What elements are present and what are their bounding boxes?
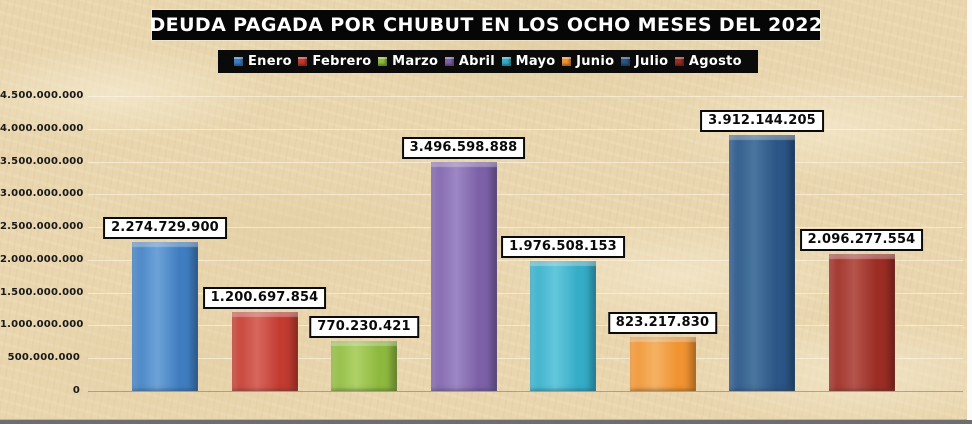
legend-item-julio: Julio — [620, 54, 669, 69]
legend-label: Febrero — [312, 54, 372, 69]
bar-value-label-abril: 3.496.598.888 — [401, 136, 526, 159]
legend-marker-icon — [444, 57, 454, 66]
legend-marker-icon — [620, 57, 630, 66]
y-axis-tick-label: 0 — [72, 385, 80, 396]
gridline — [88, 358, 963, 360]
legend-item-febrero: Febrero — [298, 54, 371, 69]
y-axis-tick-label: 2.000.000.000 — [0, 253, 84, 265]
legend-item-abril: Abril — [444, 54, 496, 69]
y-axis-tick-label: 4.500.000.000 — [0, 90, 84, 101]
bar-value-label-mayo: 1.976.508.153 — [501, 236, 625, 259]
bar-agosto — [828, 253, 895, 391]
legend-item-marzo: Marzo — [378, 54, 438, 69]
x-axis-line — [88, 391, 963, 392]
gridline — [88, 128, 963, 130]
legend-marker-icon — [562, 57, 572, 66]
legend: Enero Febrero Marzo Abril Mayo Junio Julio Agos… — [218, 50, 758, 73]
legend-marker-icon — [234, 57, 243, 66]
bar-mayo — [530, 261, 596, 391]
legend-label: Mayo — [515, 54, 556, 69]
chart-title: DEUDA PAGADA POR CHUBUT EN LOS OCHO MESE… — [150, 10, 822, 40]
legend-label: Julio — [634, 54, 669, 69]
gridline — [88, 325, 963, 327]
y-axis-tick-label: 2.500.000.000 — [0, 221, 84, 233]
legend-marker-icon — [378, 57, 388, 66]
bar-abril — [430, 161, 497, 391]
bar-julio — [729, 134, 795, 391]
bar-value-label-junio: 823.217.830 — [607, 312, 718, 335]
legend-label: Marzo — [392, 54, 439, 69]
bar-junio — [629, 337, 696, 391]
gridline — [88, 96, 963, 97]
right-edge-divider — [967, 0, 972, 420]
bar-enero — [132, 241, 198, 391]
bar-value-label-agosto: 2.096.277.554 — [799, 228, 924, 251]
y-axis-tick-label: 3.000.000.000 — [0, 188, 84, 200]
y-axis-tick-label: 4.000.000.000 — [0, 122, 84, 134]
legend-label: Junio — [576, 54, 615, 69]
bar-value-label-julio: 3.912.144.205 — [700, 109, 824, 132]
legend-marker-icon — [501, 57, 511, 66]
gridline — [88, 194, 963, 196]
gridline — [88, 161, 963, 163]
gridline — [88, 292, 963, 294]
legend-label: Enero — [248, 54, 292, 69]
bar-value-label-marzo: 770.230.421 — [309, 315, 419, 338]
y-axis-tick-label: 3.500.000.000 — [0, 155, 84, 167]
gridline — [88, 259, 963, 261]
legend-item-junio: Junio — [562, 54, 614, 69]
legend-item-mayo: Mayo — [501, 54, 556, 69]
legend-marker-icon — [674, 57, 684, 66]
legend-item-enero: Enero — [234, 54, 292, 69]
legend-marker-icon — [298, 57, 308, 66]
y-axis-tick-label: 1.000.000.000 — [0, 319, 84, 331]
gridline — [88, 227, 963, 229]
legend-item-agosto: Agosto — [674, 54, 742, 69]
legend-label: Agosto — [688, 54, 742, 69]
bar-marzo — [331, 340, 397, 391]
y-axis-tick-label: 1.500.000.000 — [0, 286, 84, 298]
bar-value-label-enero: 2.274.729.900 — [103, 216, 227, 239]
bar-febrero — [231, 312, 298, 391]
legend-label: Abril — [458, 54, 496, 69]
bar-value-label-febrero: 1.200.697.854 — [202, 287, 327, 310]
y-axis-tick-label: 500.000.000 — [7, 352, 80, 364]
bottom-edge-divider — [0, 419, 972, 424]
